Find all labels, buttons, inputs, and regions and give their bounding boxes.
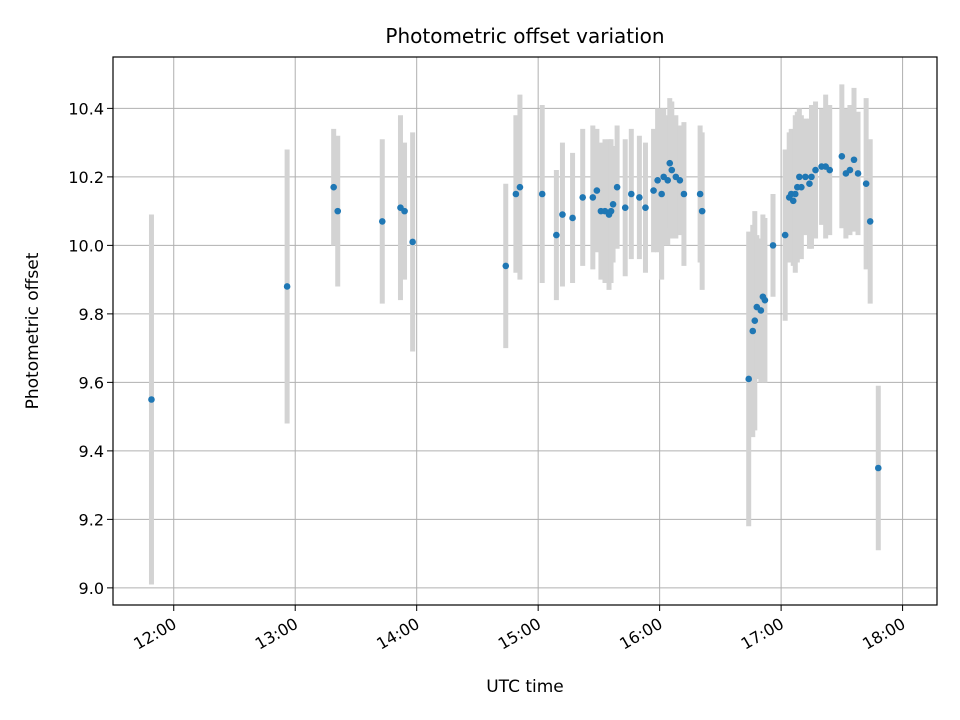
data-point xyxy=(680,190,688,198)
data-point xyxy=(553,231,560,239)
data-point xyxy=(664,177,672,184)
y-tick-label: 9.4 xyxy=(79,442,104,461)
data-point xyxy=(579,194,587,201)
data-point xyxy=(378,218,386,225)
data-point xyxy=(749,327,757,335)
data-point xyxy=(874,464,882,472)
data-point xyxy=(761,296,769,304)
x-tick-label: 16:00 xyxy=(616,614,665,654)
x-tick-label: 18:00 xyxy=(859,614,908,654)
data-point xyxy=(607,207,615,215)
data-point xyxy=(589,194,597,201)
data-point xyxy=(757,307,765,314)
data-point xyxy=(850,156,858,164)
data-point xyxy=(538,190,546,198)
data-point xyxy=(791,190,799,198)
data-point xyxy=(751,317,759,325)
data-point xyxy=(148,396,155,403)
chart-title: Photometric offset variation xyxy=(385,24,664,48)
data-point xyxy=(789,197,797,205)
data-point xyxy=(334,207,342,215)
x-axis-label: UTC time xyxy=(486,677,564,697)
data-points xyxy=(148,153,882,472)
data-point xyxy=(698,207,706,215)
y-axis-label: Photometric offset xyxy=(23,252,43,409)
data-point xyxy=(330,183,337,191)
data-point xyxy=(802,173,809,181)
data-point xyxy=(516,183,524,191)
data-point xyxy=(569,214,576,222)
data-point xyxy=(559,211,566,218)
data-point xyxy=(745,375,753,383)
data-point xyxy=(593,187,601,194)
data-point xyxy=(866,218,874,225)
data-point xyxy=(650,187,657,194)
data-point xyxy=(854,170,862,177)
x-tick-label: 15:00 xyxy=(495,614,544,654)
data-point xyxy=(627,190,635,198)
data-point xyxy=(642,204,649,211)
data-point xyxy=(636,194,643,201)
data-point xyxy=(846,166,854,174)
plot-frame xyxy=(112,56,938,606)
data-point xyxy=(658,190,665,198)
data-point xyxy=(806,180,813,188)
error-bars xyxy=(148,84,881,585)
data-point xyxy=(676,177,684,184)
y-axis-ticks: 9.0 9.2 9.4 9.6 9.8 10.0 10.2 10.4 xyxy=(68,99,113,598)
data-point xyxy=(798,183,805,191)
x-tick-label: 14:00 xyxy=(373,614,422,654)
x-axis-ticks: 12:00 13:00 14:00 15:00 16:00 17:00 18:00 xyxy=(130,605,909,654)
y-tick-label: 9.6 xyxy=(79,373,104,392)
x-tick-label: 12:00 xyxy=(130,614,179,654)
y-tick-label: 10.0 xyxy=(68,236,104,255)
data-point xyxy=(401,207,408,215)
data-point xyxy=(654,177,661,184)
data-point xyxy=(502,262,510,270)
data-point xyxy=(621,204,629,211)
y-tick-label: 10.4 xyxy=(68,99,104,118)
data-point xyxy=(826,166,833,174)
y-tick-label: 9.0 xyxy=(79,579,104,598)
y-tick-label: 10.2 xyxy=(68,168,104,187)
data-point xyxy=(609,200,617,208)
data-point xyxy=(838,153,846,160)
data-point xyxy=(668,166,676,174)
data-point xyxy=(409,238,416,246)
data-point xyxy=(696,190,704,198)
y-tick-label: 9.2 xyxy=(79,510,104,529)
data-point xyxy=(512,190,520,198)
data-point xyxy=(781,231,789,239)
y-tick-label: 9.8 xyxy=(79,305,104,324)
data-point xyxy=(796,173,803,181)
data-point xyxy=(666,159,674,167)
data-point xyxy=(812,166,819,174)
data-point xyxy=(808,173,815,181)
x-tick-label: 17:00 xyxy=(738,614,787,654)
x-tick-label: 13:00 xyxy=(252,614,301,654)
data-point xyxy=(283,283,291,290)
data-point xyxy=(613,183,621,191)
data-point xyxy=(769,242,777,249)
data-point xyxy=(862,180,870,188)
